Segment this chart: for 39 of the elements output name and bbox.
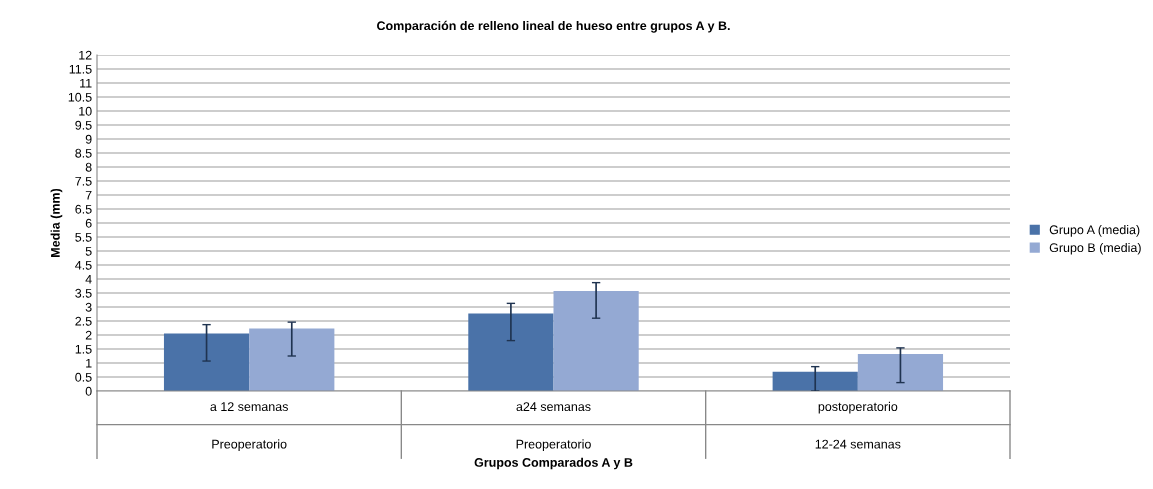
y-tick-label: 5.5 [75,232,92,242]
y-tick-label: 0.5 [75,372,92,382]
y-tick-label: 6 [85,218,92,228]
y-tick-label: 7.5 [75,176,92,186]
chart-title: Comparación de relleno lineal de hueso entre grupos A y B. [377,20,730,33]
bar [163,333,250,391]
bar [468,313,554,391]
y-tick-label: 4 [85,274,92,284]
legend-label: Grupo B (media) [1049,242,1141,255]
y-tick-label: 12 [79,50,92,60]
y-tick-label: 3 [85,302,92,312]
y-tick-label: 1 [86,358,92,368]
y-tick-label: 4.5 [75,260,92,270]
y-tick-label: 9 [85,134,92,144]
y-tick-label: 2.5 [75,316,92,326]
y-tick-label: 7 [85,190,92,200]
legend-label: Grupo A (media) [1049,225,1140,237]
y-tick-label: 5 [85,246,92,256]
y-tick-label: 9.5 [75,120,92,130]
y-tick-label: 1.5 [75,344,92,354]
y-tick-label: 2 [85,330,92,340]
bar [857,354,944,391]
y-tick-label: 8.5 [75,148,92,158]
category-label: a24 semanas Preoperatorio [516,402,591,451]
x-axis-title: Grupos Comparados A y B [474,457,633,470]
bar [249,328,335,391]
y-tick-label: 11.5 [69,64,92,74]
y-tick-label: 10 [79,106,92,116]
y-tick-label: 0 [85,386,92,396]
y-tick-label: 3.5 [75,288,92,298]
y-axis-title: Media (mm) [50,188,63,257]
y-tick-label: 11 [80,78,92,88]
y-tick-label: 6.5 [75,204,92,214]
bar [772,371,858,391]
category-label: a 12 semanas Preoperatorio [210,402,288,451]
bar [553,291,639,391]
y-tick-label: 10.5 [68,92,92,102]
y-tick-label: 8 [85,162,92,172]
category-label: postoperatorio 12-24 semanas [815,401,901,449]
